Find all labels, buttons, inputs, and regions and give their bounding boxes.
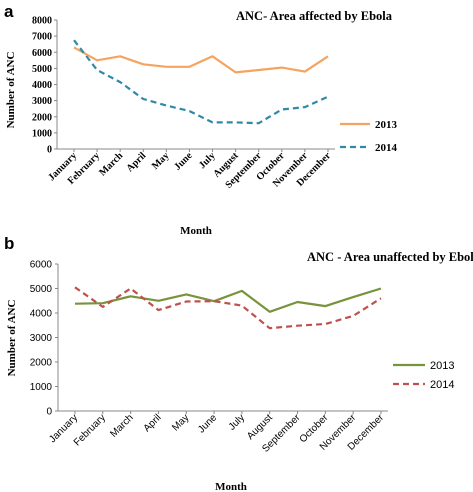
- y-tick-label: 4000: [30, 309, 53, 320]
- legend-label-2014: 2014: [375, 142, 398, 154]
- series-line-2013: [74, 287, 382, 313]
- y-tick-label: 6000: [32, 48, 52, 59]
- panel-b-letter: b: [4, 234, 14, 253]
- panel-b-chart: b ANC - Area unaffected by Ebola Number …: [4, 234, 473, 492]
- y-tick-label: 6000: [30, 260, 53, 271]
- y-tick-label: 5000: [30, 284, 53, 295]
- x-tick-label: May: [150, 150, 172, 172]
- panel-b-y-ticks: 0 1000 2000 3000 4000 5000 6000: [30, 260, 59, 418]
- x-tick-label: March: [97, 150, 125, 178]
- panel-a-series: [73, 39, 329, 125]
- panel-a-y-axis-label: Number of ANC: [5, 52, 17, 129]
- x-tick-label: June: [172, 150, 195, 173]
- x-tick-label: July: [227, 412, 247, 432]
- panel-b-x-axis-label: Month: [215, 481, 247, 492]
- y-tick-label: 1000: [32, 128, 52, 139]
- panel-a-letter: a: [4, 2, 14, 21]
- y-tick-label: 2000: [30, 358, 53, 369]
- x-tick-label: April: [142, 412, 164, 434]
- y-tick-label: 3000: [32, 96, 52, 107]
- series-line-2013: [73, 46, 329, 74]
- y-tick-label: 3000: [30, 333, 53, 344]
- x-tick-label: April: [125, 150, 149, 174]
- y-tick-label: 5000: [32, 64, 52, 75]
- y-tick-label: 0: [46, 407, 52, 418]
- legend-label-2013: 2013: [375, 119, 398, 131]
- panel-b-title: ANC - Area unaffected by Ebola: [307, 250, 473, 264]
- y-tick-label: 7000: [32, 32, 52, 43]
- x-tick-label: June: [196, 412, 219, 435]
- panel-a-chart: a ANC- Area affected by Ebola Number of …: [4, 2, 398, 237]
- panel-b-y-axis-label: Number of ANC: [6, 300, 18, 377]
- panel-a-title: ANC- Area affected by Ebola: [236, 9, 393, 23]
- y-tick-label: 2000: [32, 112, 52, 123]
- panel-a-legend: 2013 2014: [340, 119, 398, 154]
- legend-label-2013: 2013: [430, 360, 454, 372]
- series-line-2014: [74, 286, 382, 330]
- legend-label-2014: 2014: [430, 379, 454, 391]
- x-tick-label: May: [170, 412, 191, 433]
- y-tick-label: 8000: [32, 16, 52, 27]
- panel-a-y-ticks: 0 1000 2000 3000 4000 5000 6000 7000 8000: [32, 16, 58, 156]
- y-tick-label: 1000: [30, 382, 53, 393]
- y-tick-label: 0: [47, 145, 52, 156]
- series-line-2014: [73, 39, 329, 125]
- panel-a-x-axis-label: Month: [180, 225, 212, 237]
- panel-b-series: [74, 286, 382, 330]
- panel-b-legend: 2013 2014: [393, 360, 454, 391]
- y-tick-label: 4000: [32, 80, 52, 91]
- x-tick-label: March: [108, 412, 135, 439]
